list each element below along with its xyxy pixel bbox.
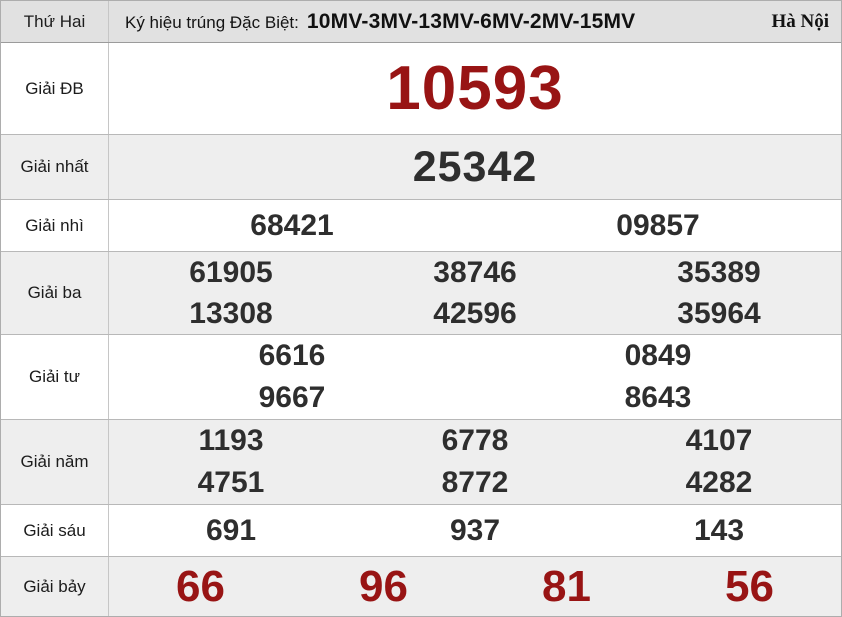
weekday-cell: Thứ Hai bbox=[1, 1, 109, 42]
special-sign-codes: 10MV-3MV-13MV-6MV-2MV-15MV bbox=[306, 9, 636, 33]
prize-label: Giải nhì bbox=[1, 200, 109, 251]
prize-label-text: Giải nhất bbox=[20, 157, 89, 176]
number-line: 4751 8772 4282 bbox=[109, 462, 841, 504]
prize-label-text: Giải tư bbox=[28, 367, 81, 386]
prize-label: Giải ĐB bbox=[1, 43, 109, 134]
prize-label-text: Giải ba bbox=[27, 283, 82, 302]
prize-number: 9667 bbox=[258, 381, 326, 414]
prize-number: 38746 bbox=[433, 255, 517, 289]
prize-number: 6616 bbox=[258, 339, 326, 372]
prize-number: 0849 bbox=[624, 339, 692, 372]
table-header-row: Thứ Hai Ký hiệu trúng Đặc Biệt: 10MV-3MV… bbox=[1, 1, 841, 43]
prize-label-text: Giải năm bbox=[20, 452, 89, 471]
header-content-cell: Ký hiệu trúng Đặc Biệt: 10MV-3MV-13MV-6M… bbox=[109, 1, 841, 42]
prize-label: Giải sáu bbox=[1, 505, 109, 556]
prize-number: 66 bbox=[176, 561, 225, 611]
prize-numbers: 1193 6778 4107 4751 8772 4282 bbox=[109, 420, 841, 504]
special-sign-group: Ký hiệu trúng Đặc Biệt: 10MV-3MV-13MV-6M… bbox=[125, 10, 635, 34]
prize-number: 4107 bbox=[685, 424, 753, 457]
prize-label-text: Giải nhì bbox=[25, 215, 84, 235]
prize-numbers: 66 96 81 56 bbox=[109, 557, 841, 616]
prize-number: 35389 bbox=[677, 255, 761, 289]
number-line: 1193 6778 4107 bbox=[109, 420, 841, 462]
prize-row-giai-ba: Giải ba 61905 38746 35389 13308 42596 35… bbox=[1, 251, 841, 334]
prize-number: 6778 bbox=[441, 424, 509, 457]
prize-label-text: Giải ĐB bbox=[25, 78, 84, 98]
prize-label-text: Giải bảy bbox=[23, 576, 86, 596]
number-line: 9667 8643 bbox=[109, 377, 841, 419]
prize-number: 13308 bbox=[189, 296, 273, 330]
prize-label: Giải nhất bbox=[1, 135, 109, 199]
prize-label: Giải ba bbox=[1, 252, 109, 334]
prize-numbers: 691 937 143 bbox=[109, 505, 841, 556]
prize-numbers: 10593 bbox=[109, 43, 841, 134]
prize-number: 81 bbox=[542, 561, 591, 611]
region-name: Hà Nội bbox=[771, 10, 829, 32]
prize-number: 937 bbox=[449, 513, 501, 547]
number-line: 68421 09857 bbox=[109, 200, 841, 251]
prize-label-text: Giải sáu bbox=[23, 520, 86, 540]
prize-number: 4282 bbox=[685, 466, 753, 499]
number-line: 61905 38746 35389 bbox=[109, 252, 841, 293]
prize-number: 56 bbox=[725, 561, 774, 611]
number-line: 691 937 143 bbox=[109, 505, 841, 556]
number-line: 25342 bbox=[109, 135, 841, 199]
prize-row-giai-sau: Giải sáu 691 937 143 bbox=[1, 504, 841, 556]
prize-label: Giải năm bbox=[1, 420, 109, 504]
number-line: 13308 42596 35964 bbox=[109, 293, 841, 334]
number-line: 6616 0849 bbox=[109, 335, 841, 377]
prize-number: 61905 bbox=[189, 255, 273, 289]
prize-number: 143 bbox=[693, 513, 745, 547]
prize-number: 35964 bbox=[677, 296, 761, 330]
prize-row-giai-nhi: Giải nhì 68421 09857 bbox=[1, 199, 841, 251]
prize-number: 42596 bbox=[433, 296, 517, 330]
prize-number: 8643 bbox=[624, 381, 692, 414]
prize-number: 8772 bbox=[441, 466, 509, 499]
prize-row-giai-db: Giải ĐB 10593 bbox=[1, 43, 841, 134]
number-line: 66 96 81 56 bbox=[109, 557, 841, 616]
weekday-label: Thứ Hai bbox=[23, 11, 86, 31]
prize-number: 691 bbox=[205, 513, 257, 547]
prize-row-giai-bay: Giải bảy 66 96 81 56 bbox=[1, 556, 841, 616]
prize-row-giai-nhat: Giải nhất 25342 bbox=[1, 134, 841, 199]
prize-numbers: 68421 09857 bbox=[109, 200, 841, 251]
prize-row-giai-tu: Giải tư 6616 0849 9667 8643 bbox=[1, 334, 841, 419]
prize-number: 68421 bbox=[250, 208, 334, 242]
prize-numbers: 61905 38746 35389 13308 42596 35964 bbox=[109, 252, 841, 334]
prize-number: 4751 bbox=[197, 466, 265, 499]
number-line: 10593 bbox=[109, 43, 841, 134]
prize-numbers: 25342 bbox=[109, 135, 841, 199]
prize-numbers: 6616 0849 9667 8643 bbox=[109, 335, 841, 419]
prize-label: Giải bảy bbox=[1, 557, 109, 616]
prize-number: 96 bbox=[359, 561, 408, 611]
prize-number: 25342 bbox=[412, 142, 538, 191]
prize-row-giai-nam: Giải năm 1193 6778 4107 4751 8772 4282 bbox=[1, 419, 841, 504]
special-sign-label: Ký hiệu trúng Đặc Biệt: bbox=[125, 12, 299, 32]
prize-number: 10593 bbox=[386, 54, 564, 123]
prize-label: Giải tư bbox=[1, 335, 109, 419]
prize-number: 1193 bbox=[198, 424, 264, 457]
prize-number: 09857 bbox=[616, 208, 700, 242]
